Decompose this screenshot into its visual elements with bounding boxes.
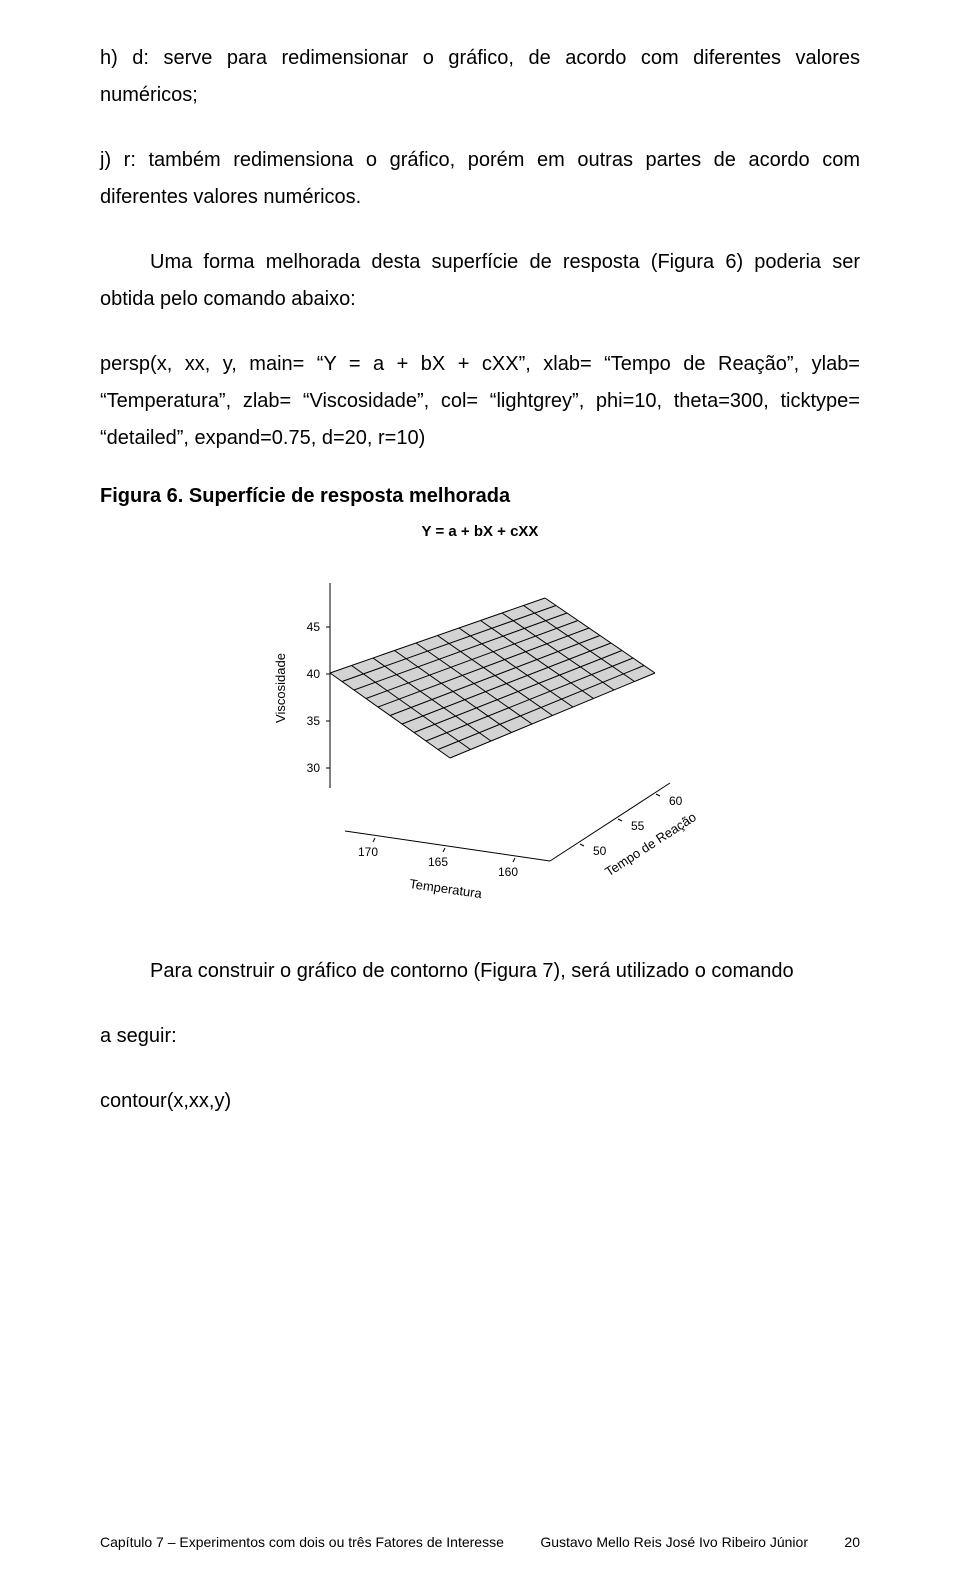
persp-surface-svg: Viscosidade 30 35 40 45 — [250, 543, 710, 903]
y-tick — [656, 794, 660, 796]
persp-plot: Y = a + bX + cXX Viscosidade 30 35 40 45 — [250, 523, 710, 903]
z-tick-label: 35 — [307, 714, 321, 728]
y-tick-label: 60 — [669, 794, 683, 808]
paragraph-melhoria: Uma forma melhorada desta superfície de … — [100, 244, 860, 318]
figure6-container: Y = a + bX + cXX Viscosidade 30 35 40 45 — [100, 523, 860, 903]
y-tick — [580, 844, 584, 846]
x-tick-label: 160 — [498, 865, 518, 879]
y-tick-label: 55 — [631, 819, 645, 833]
x-tick-label: 165 — [428, 855, 448, 869]
y-tick-label: 50 — [593, 844, 607, 858]
figure6-caption: Figura 6. Superfície de resposta melhora… — [100, 485, 860, 508]
z-tick-label: 45 — [307, 620, 321, 634]
x-tick-label: 170 — [358, 845, 378, 859]
z-axis-label: Viscosidade — [273, 653, 288, 723]
plot-title: Y = a + bX + cXX — [250, 523, 710, 540]
x-tick — [443, 848, 445, 852]
x-tick — [373, 838, 375, 842]
footer-left: Capítulo 7 – Experimentos com dois ou tr… — [100, 1534, 504, 1550]
surface-fill — [330, 598, 655, 758]
page-footer: Capítulo 7 – Experimentos com dois ou tr… — [100, 1534, 860, 1550]
paragraph-item-j: j) r: também redimensiona o gráfico, por… — [100, 142, 860, 216]
footer-page-number: 20 — [844, 1534, 860, 1550]
contour-code-block: contour(x,xx,y) — [100, 1083, 860, 1120]
footer-middle: Gustavo Mello Reis José Ivo Ribeiro Júni… — [540, 1534, 808, 1550]
paragraph-item-h: h) d: serve para redimensionar o gráfico… — [100, 40, 860, 114]
z-tick-label: 30 — [307, 761, 321, 775]
persp-code-block: persp(x, xx, y, main= “Y = a + bX + cXX”… — [100, 346, 860, 457]
x-tick — [513, 858, 515, 862]
paragraph-contour-intro-1: Para construir o gráfico de contorno (Fi… — [100, 953, 860, 990]
y-axis-label: Tempo de Reação — [602, 809, 699, 879]
paragraph-contour-intro-2: a seguir: — [100, 1018, 860, 1055]
z-tick-label: 40 — [307, 667, 321, 681]
surface-group — [330, 598, 655, 758]
x-axis-label: Temperatura — [408, 876, 483, 901]
y-tick — [618, 819, 622, 821]
